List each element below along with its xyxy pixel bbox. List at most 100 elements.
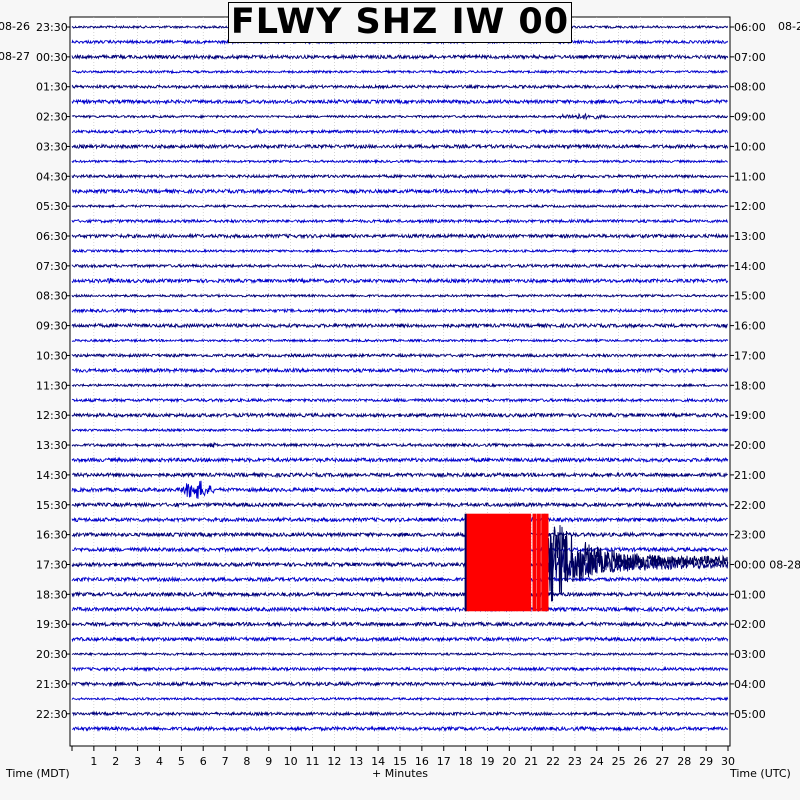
earthquake-coda <box>464 513 728 612</box>
trace-row <box>71 546 729 554</box>
x-axis-label: + Minutes <box>372 767 428 780</box>
left-time-label: 23:30 <box>36 21 68 34</box>
clipped-region <box>465 513 532 612</box>
left-time-labels: 23:30 00:30 01:30 02:30 03:30 04:30 05:30 06:30… <box>0 20 70 721</box>
left-time-label: 04:30 <box>36 170 68 183</box>
trace-row <box>71 501 728 509</box>
x-tick-label: 11 <box>306 755 320 768</box>
trace-row <box>71 725 729 733</box>
right-time-label: 12:00 <box>734 200 766 213</box>
trace-row <box>71 480 729 499</box>
left-time-label: 03:30 <box>36 140 68 153</box>
trace-row <box>71 366 729 374</box>
left-time-label: 22:30 <box>36 708 68 721</box>
right-time-label: 08:00 <box>734 81 766 94</box>
left-time-label: 18:30 <box>36 588 68 601</box>
left-time-label: 12:30 <box>36 409 68 422</box>
x-tick-label: 8 <box>243 755 250 768</box>
left-time-label: 13:30 <box>36 439 68 452</box>
trace-row <box>71 411 729 419</box>
right-time-label: 21:00 <box>734 469 766 482</box>
clipped-spike <box>544 513 549 612</box>
x-tick-label: 6 <box>200 755 207 768</box>
trace-row <box>71 158 729 165</box>
trace-row <box>71 53 729 61</box>
left-time-label: 15:30 <box>36 499 68 512</box>
right-time-label: 22:00 <box>734 499 766 512</box>
trace-row <box>71 337 729 344</box>
trace-row <box>71 98 728 105</box>
trace-row <box>71 456 729 464</box>
chart-title: FLWY SHZ IW 00 <box>230 2 570 42</box>
trace-row <box>71 620 729 628</box>
trace-row <box>71 83 729 90</box>
right-time-label: 10:00 <box>734 140 766 153</box>
left-time-label: 10:30 <box>36 349 68 362</box>
x-axis: 1 2 3 4 5 6 7 8 9 10 11 12 13 14 15 16 17 18 19 20 21 22 23 24 2… <box>5 746 791 780</box>
trace-row <box>71 128 729 135</box>
trace-row <box>71 575 729 583</box>
earthquake-trace <box>546 513 728 602</box>
x-tick-label: 9 <box>265 755 272 768</box>
right-time-label: 07:00 <box>734 51 766 64</box>
right-time-label: 20:00 <box>734 439 766 452</box>
trace-row <box>71 173 729 180</box>
right-time-label: 17:00 <box>734 349 766 362</box>
right-time-label: 03:00 <box>734 648 766 661</box>
x-tick-label: 30 <box>721 755 735 768</box>
x-tick-label: 16 <box>415 755 429 768</box>
left-date-label: 08-26 <box>0 20 30 33</box>
x-tick-label: 12 <box>327 755 341 768</box>
trace-row <box>71 680 729 688</box>
right-time-label: 18:00 <box>734 379 766 392</box>
right-time-label: 16:00 <box>734 320 766 333</box>
right-time-label: 13:00 <box>734 230 766 243</box>
right-date-label: 08-2 <box>778 20 800 33</box>
x-tick-label: 25 <box>612 755 626 768</box>
right-time-label: 00:00 08-28 <box>734 558 800 571</box>
left-time-label: 00:30 <box>36 51 68 64</box>
left-time-label: 08:30 <box>36 290 68 303</box>
trace-row <box>71 112 729 121</box>
trace-row <box>71 651 729 657</box>
trace-row <box>71 352 729 359</box>
x-tick-label: 28 <box>677 755 691 768</box>
left-time-label: 01:30 <box>36 81 68 94</box>
right-time-labels: 06:00 07:00 08:00 09:00 10:00 11:00 12:00 13:00… <box>730 20 800 721</box>
trace-row <box>71 696 729 702</box>
x-tick-label: 23 <box>568 755 582 768</box>
trace-row <box>71 262 729 269</box>
left-time-label: 05:30 <box>36 200 68 213</box>
right-time-label: 19:00 <box>734 409 766 422</box>
x-tick-label: 13 <box>349 755 363 768</box>
x-tick-label: 27 <box>655 755 669 768</box>
x-tick-label: 20 <box>502 755 516 768</box>
right-time-label: 09:00 <box>734 111 766 124</box>
left-axis-title: Time (MDT) <box>5 767 70 780</box>
right-time-label: 11:00 <box>734 170 766 183</box>
chart-title-box: FLWY SHZ IW 00 <box>228 2 572 43</box>
right-axis-title: Time (UTC) <box>729 767 791 780</box>
right-time-label: 04:00 <box>734 678 766 691</box>
clipped-spike <box>536 513 541 612</box>
left-time-label: 09:30 <box>36 320 68 333</box>
trace-row <box>71 203 728 209</box>
x-tick-label: 26 <box>634 755 648 768</box>
left-date-label: 08-27 <box>0 50 30 63</box>
clipped-spike <box>532 513 537 612</box>
x-tick-label: 1 <box>90 755 97 768</box>
left-time-label: 16:30 <box>36 529 68 542</box>
trace-row <box>71 307 729 314</box>
trace-row <box>71 427 729 433</box>
right-time-label: 02:00 <box>734 618 766 631</box>
x-tick-label: 10 <box>284 755 298 768</box>
left-time-label: 19:30 <box>36 618 68 631</box>
right-time-label: 14:00 <box>734 260 766 273</box>
trace-row <box>71 382 729 388</box>
x-tick-label: 19 <box>480 755 494 768</box>
right-time-label: 15:00 <box>734 290 766 303</box>
left-time-label: 20:30 <box>36 648 68 661</box>
trace-row <box>71 248 729 254</box>
left-time-label: 21:30 <box>36 678 68 691</box>
